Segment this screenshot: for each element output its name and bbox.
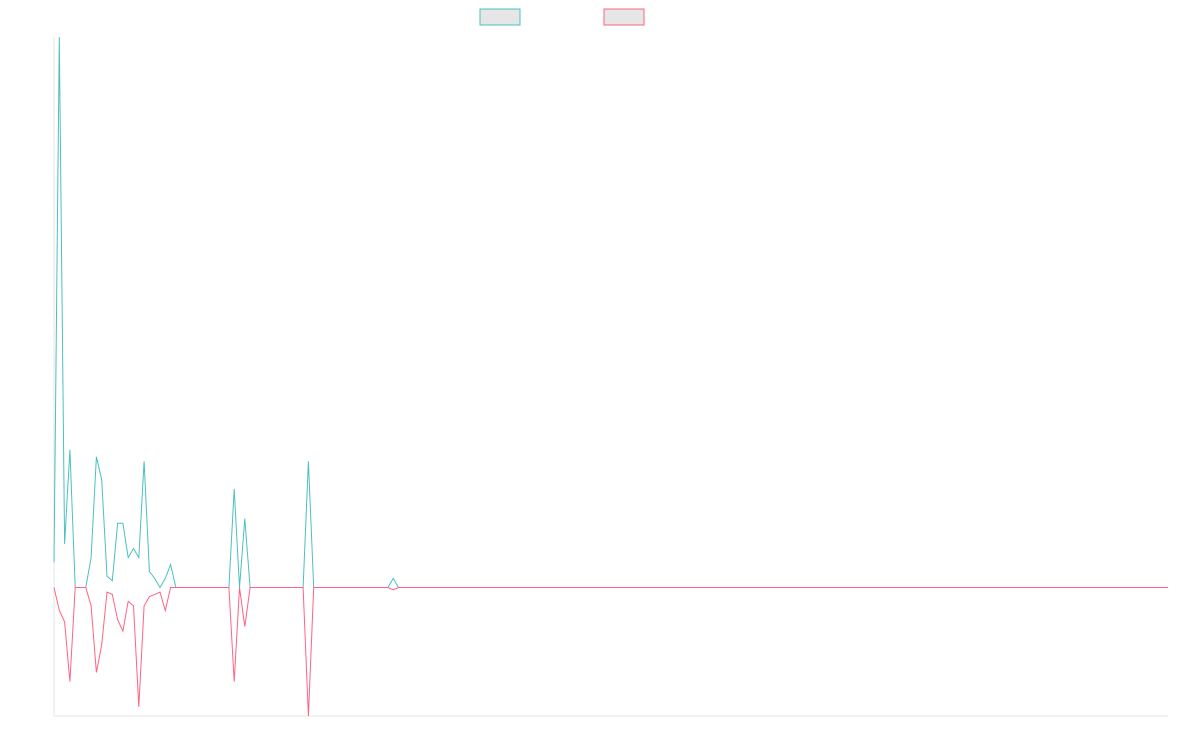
legend-swatch-series-1[interactable]	[479, 8, 521, 26]
legend-swatch-series-2[interactable]	[603, 8, 645, 26]
series-lines	[53, 36, 1168, 717]
legend[interactable]	[479, 8, 645, 26]
series-1-line	[53, 36, 1168, 589]
series-2-line	[53, 587, 1168, 717]
axes	[53, 37, 1168, 717]
series-2	[53, 587, 1168, 717]
series-1	[53, 36, 1168, 589]
